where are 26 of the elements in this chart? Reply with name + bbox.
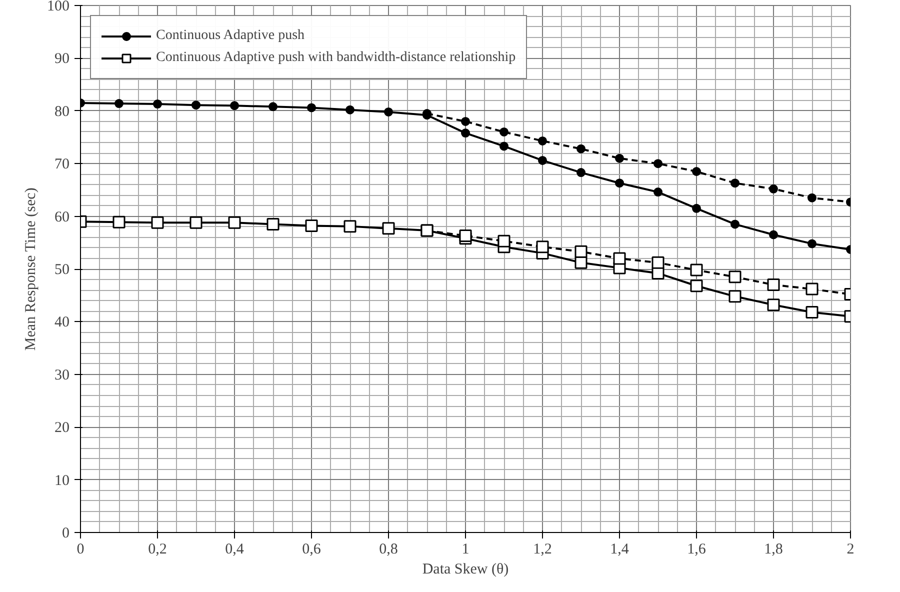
x-tick-label: 0,4: [225, 542, 244, 558]
x-axis-title: Data Skew (θ): [422, 562, 509, 578]
y-tick-label: 70: [54, 156, 70, 173]
legend-label: Continuous Adaptive push with bandwidth-distance relationship: [156, 50, 516, 66]
x-tick-label: 0,6: [302, 542, 322, 558]
x-tick-label: 1,6: [687, 542, 706, 558]
y-tick-label: 20: [54, 420, 70, 436]
x-tick-label: 1: [462, 542, 470, 558]
y-tick-label: 30: [54, 367, 70, 384]
x-tick-label: 0,8: [379, 542, 398, 558]
x-tick-label: 1,4: [610, 542, 630, 558]
y-tick-label: 100: [47, 0, 70, 14]
legend-label: Continuous Adaptive push: [156, 28, 305, 44]
x-tick-label: 1,8: [764, 542, 783, 558]
x-tick-label: 0,2: [148, 542, 167, 558]
y-axis-title: Mean Response Time (sec): [23, 188, 39, 351]
y-tick-label: 60: [54, 209, 70, 226]
y-tick-label: 80: [54, 104, 70, 120]
y-tick-label: 50: [54, 262, 70, 278]
y-tick-label: 0: [62, 526, 70, 542]
x-tick-label: 1,2: [533, 542, 552, 558]
y-tick-label: 10: [54, 472, 70, 489]
x-tick-label: 2: [846, 542, 854, 558]
x-tick-label: 0: [76, 542, 84, 558]
y-tick-label: 90: [54, 51, 70, 68]
y-tick-label: 40: [54, 314, 70, 331]
